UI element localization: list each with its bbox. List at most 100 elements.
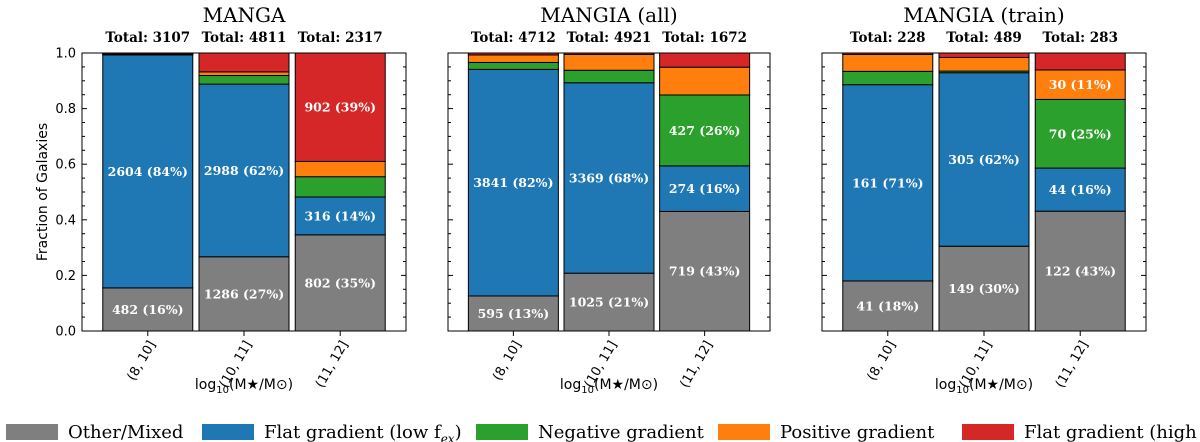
legend-swatch	[202, 424, 254, 440]
segment-label: 44 (16%)	[1049, 182, 1112, 197]
legend-label: Other/Mixed	[68, 422, 183, 442]
segment-label: 719 (43%)	[669, 264, 741, 279]
bar-segment	[102, 287, 194, 332]
x-axis-label: log10(M★/M⊙)	[935, 377, 1033, 396]
bar-segment	[198, 71, 290, 77]
bar-segment	[938, 245, 1030, 332]
segment-label: 274 (16%)	[669, 181, 741, 196]
legend-item: Flat gradient (low fex)	[202, 422, 462, 442]
x-axis-label: log10(M★/M⊙)	[560, 377, 658, 396]
x-tick-label: (8, 10]	[490, 339, 525, 384]
bar-segment	[198, 52, 290, 73]
x-axis-label: log10(M★/M⊙)	[195, 377, 293, 396]
bar-segment	[198, 75, 290, 85]
legend-swatch	[6, 424, 58, 440]
segment-label: 482 (16%)	[112, 302, 184, 317]
bar-segment	[563, 272, 655, 332]
bar-segment	[1034, 69, 1126, 100]
legend: Other/Mixed Flat gradient (low fex) Negati…	[6, 422, 1200, 442]
x-tick-label: (11, 12]	[313, 339, 352, 391]
chart-panel-2: MANGIA (all) 595 (13%) 3841 (82%) Total: 47…	[447, 3, 771, 396]
bar-segment	[659, 94, 751, 167]
bar-segment	[659, 52, 751, 68]
segment-label: 2988 (62%)	[204, 163, 284, 178]
bar-total-label: Total: 2317	[298, 30, 383, 46]
bar-segment	[563, 69, 655, 84]
bar-total-label: Total: 4921	[567, 30, 652, 46]
segment-label: 3841 (82%)	[473, 175, 553, 190]
bar-segment	[467, 295, 559, 332]
y-tick-label: 0.2	[55, 269, 76, 284]
bar-segment	[842, 84, 934, 282]
chart-panel-1: MANGA 482 (16%) 2604 (84%) Total: 3107 (8, 1…	[35, 3, 407, 396]
bar-segment	[659, 66, 751, 96]
segment-label: 427 (26%)	[669, 123, 741, 138]
x-tick-label: (8, 10]	[865, 339, 900, 384]
legend-swatch	[962, 424, 1014, 440]
bar-segment	[842, 280, 934, 332]
bar-segment	[294, 160, 386, 178]
segment-label: 1286 (27%)	[204, 286, 284, 301]
bar-segment	[467, 68, 559, 297]
legend-swatch	[718, 424, 770, 440]
x-tick-label: (8, 10]	[125, 339, 160, 384]
bar-segment	[659, 165, 751, 212]
legend-label: Flat gradient (high fex)	[1024, 422, 1200, 442]
y-tick-label: 0.8	[55, 102, 76, 117]
segment-label: 2604 (84%)	[108, 164, 188, 179]
bar-segment	[467, 61, 559, 70]
panel-title: MANGIA (train)	[903, 3, 1065, 27]
bar-segment	[563, 82, 655, 274]
segment-label: 122 (43%)	[1044, 264, 1116, 279]
segment-label: 902 (39%)	[304, 100, 376, 115]
bar-total-label: Total: 1672	[662, 30, 747, 46]
bar-segment	[1034, 52, 1126, 71]
y-tick-label: 0.6	[55, 158, 76, 173]
segment-label: 3369 (68%)	[569, 170, 649, 185]
panel-title: MANGA	[203, 3, 286, 27]
segment-label: 1025 (21%)	[569, 295, 649, 310]
bar-segment	[198, 256, 290, 332]
bar-segment	[842, 70, 934, 86]
legend-item: Flat gradient (high fex)	[962, 422, 1200, 442]
segment-label: 70 (25%)	[1049, 126, 1112, 141]
bar-segment	[294, 196, 386, 236]
bar-total-label: Total: 4811	[202, 30, 287, 46]
legend-item: Negative gradient	[476, 422, 705, 442]
y-tick-label: 0.4	[55, 213, 76, 228]
x-tick-label: (11, 12]	[677, 339, 716, 391]
chart-panel-3: MANGIA (train) 41 (18%) 161 (71%) Total: 22…	[821, 3, 1147, 396]
bar-total-label: Total: 3107	[105, 30, 190, 46]
panel-title: MANGIA (all)	[540, 3, 677, 27]
bar-segment	[294, 52, 386, 162]
legend-item: Positive gradient	[718, 422, 935, 442]
segment-label: 802 (35%)	[304, 275, 376, 290]
x-tick-label: (11, 12]	[1053, 339, 1092, 391]
bar-segment	[842, 53, 934, 72]
bar-segment	[1034, 167, 1126, 212]
segment-label: 41 (18%)	[856, 298, 919, 313]
y-tick-label: 0.0	[55, 325, 76, 340]
bar-segment	[1034, 98, 1126, 169]
segment-label: 30 (11%)	[1049, 77, 1112, 92]
bar-segment	[102, 54, 194, 289]
bar-total-label: Total: 283	[1042, 30, 1117, 46]
segment-label: 161 (71%)	[852, 175, 924, 190]
segment-label: 305 (62%)	[948, 152, 1020, 167]
legend-label: Flat gradient (low fex)	[264, 422, 462, 442]
bar-segment	[467, 54, 559, 63]
bar-segment	[294, 234, 386, 332]
bar-segment	[294, 176, 386, 198]
segment-label: 595 (13%)	[478, 306, 550, 321]
y-axis-label: Fraction of Galaxies	[35, 123, 51, 261]
legend-swatch	[476, 424, 528, 440]
bar-total-label: Total: 4712	[471, 30, 556, 46]
bar-segment	[938, 52, 1030, 58]
bar-total-label: Total: 489	[946, 30, 1021, 46]
segment-label: 316 (14%)	[304, 208, 376, 223]
bar-segment	[563, 53, 655, 71]
legend-label: Positive gradient	[780, 422, 935, 442]
bar-segment	[938, 72, 1030, 247]
segment-label: 149 (30%)	[948, 281, 1020, 296]
